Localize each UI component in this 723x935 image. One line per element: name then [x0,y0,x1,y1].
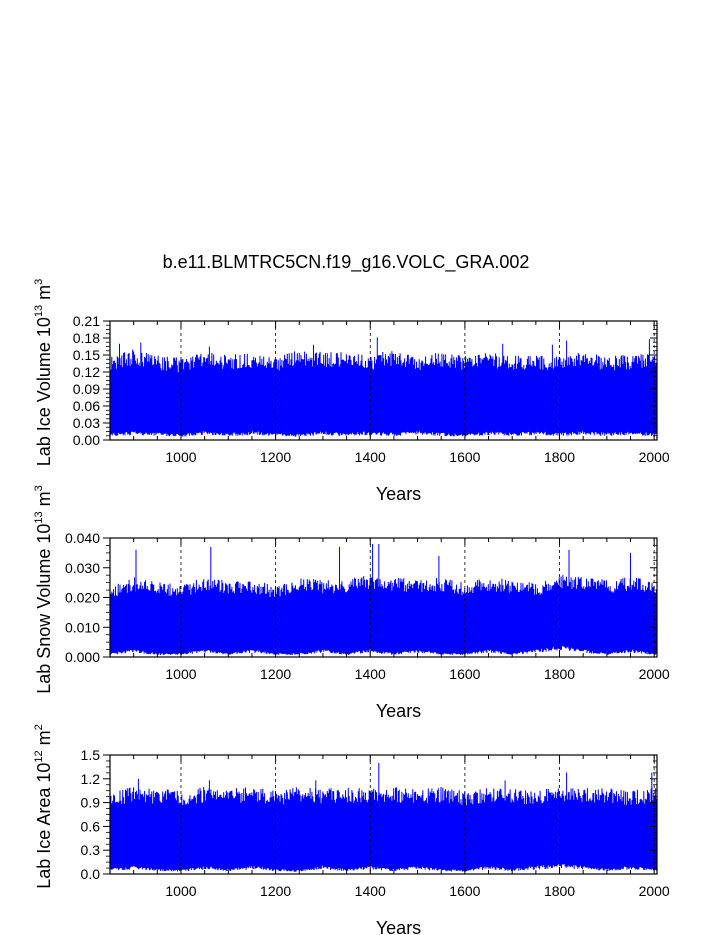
series-line [110,762,657,872]
y-label-exp: 12 [33,750,45,762]
y-tick-label: 1.2 [81,771,101,787]
y-tick-label: 0.21 [73,313,100,329]
x-tick-label: 1800 [544,449,575,465]
series-line [110,337,657,437]
y-tick-label: 0.9 [81,795,101,811]
x-axis-label: Years [376,701,421,721]
x-tick-label: 1200 [260,449,291,465]
x-tick-label: 1400 [355,883,386,899]
x-tick-label: 1600 [449,883,480,899]
x-tick-label: 2000 [639,883,670,899]
y-axis-label: Lab Ice Volume 1013 m3 [33,279,54,466]
panel-lab-ice-area: 1000 1200 1400 1600 1800 2000 Years 0.0 0.3 0.6 0.… [33,724,670,935]
y-tick-label: 0.15 [73,347,100,363]
y-label-unit: m [34,285,54,305]
x-axis-label: Years [376,484,421,504]
x-tick-label: 1200 [260,666,291,682]
y-axis-label: Lab Snow Volume 1013 m3 [33,485,54,694]
y-tick-label: 0.030 [65,560,100,576]
y-tick-label: 0.020 [65,590,100,606]
y-axis-label: Lab Ice Area 1012 m2 [33,724,54,888]
y-label-text: Lab Snow Volume 10 [34,524,54,694]
y-tick-label: 0.040 [65,530,100,546]
y-label-unit-exp: 3 [33,485,45,491]
y-label-unit-exp: 3 [33,279,45,285]
y-tick-label: 0.010 [65,619,100,635]
x-tick-label: 1600 [449,666,480,682]
y-label-exp: 13 [33,511,45,523]
y-tick-label: 0.000 [65,649,100,665]
x-tick-label: 1800 [544,883,575,899]
x-tick-label: 2000 [639,666,670,682]
panel-lab-ice-volume: 1000 1200 1400 1600 1800 2000Years0.000.030.0… [33,279,670,504]
series-line [110,544,657,655]
y-label-unit-exp: 2 [33,724,45,730]
x-tick-label: 1000 [165,449,196,465]
y-label-unit: m [34,491,54,511]
y-label-exp: 13 [33,305,45,317]
y-tick-label: 0.03 [73,415,100,431]
x-tick-label: 1400 [355,449,386,465]
y-tick-label: 0.3 [81,842,101,858]
x-axis-label: Years [376,918,421,935]
x-tick-label: 2000 [639,449,670,465]
figure-title: b.e11.BLMTRC5CN.f19_g16.VOLC_GRA.002 [163,252,530,273]
y-tick-label: 0.18 [73,330,100,346]
y-tick-label: 0.12 [73,364,100,380]
y-label-text: Lab Ice Area 10 [34,763,54,889]
y-tick-label: 0.09 [73,381,100,397]
panels: 1000 1200 1400 1600 1800 2000Years0.000.030.0… [33,279,670,935]
x-tick-label: 1800 [544,666,575,682]
y-tick-label: 1.5 [81,747,101,763]
y-tick-label: 0.0 [81,866,101,882]
x-tick-label: 1400 [355,666,386,682]
y-tick-label: 0.06 [73,398,100,414]
y-label-text: Lab Ice Volume 10 [34,317,54,466]
x-tick-label: 1600 [449,449,480,465]
x-tick-label: 1000 [165,666,196,682]
x-tick-label: 1000 [165,883,196,899]
x-tick-label: 1200 [260,883,291,899]
y-tick-label: 0.00 [73,432,100,448]
panel-lab-snow-volume: 1000 1200 1400 1600 1800 2000 Years 0.000 0.010 0… [33,485,670,721]
y-tick-label: 0.6 [81,818,101,834]
y-label-unit: m [34,730,54,750]
